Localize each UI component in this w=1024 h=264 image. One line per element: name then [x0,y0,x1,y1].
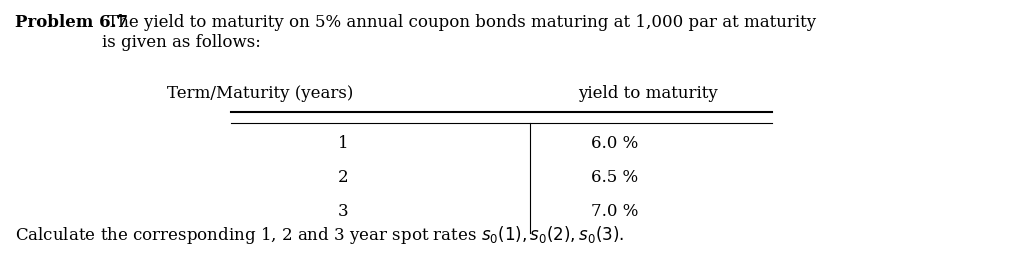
Text: 7.0 %: 7.0 % [591,203,638,220]
Text: Term/Maturity (years): Term/Maturity (years) [167,85,353,102]
Text: Problem 6.7: Problem 6.7 [14,15,128,31]
Text: 2: 2 [338,169,348,186]
Text: The yield to maturity on 5% annual coupon bonds maturing at 1,000 par at maturit: The yield to maturity on 5% annual coupo… [102,15,816,51]
Text: yield to maturity: yield to maturity [579,85,718,102]
Text: 6.5 %: 6.5 % [591,169,638,186]
Text: Calculate the corresponding 1, 2 and 3 year spot rates $s_0(1), s_0(2), s_0(3).$: Calculate the corresponding 1, 2 and 3 y… [14,224,624,246]
Text: 1: 1 [338,135,348,152]
Text: 3: 3 [338,203,348,220]
Text: 6.0 %: 6.0 % [591,135,638,152]
